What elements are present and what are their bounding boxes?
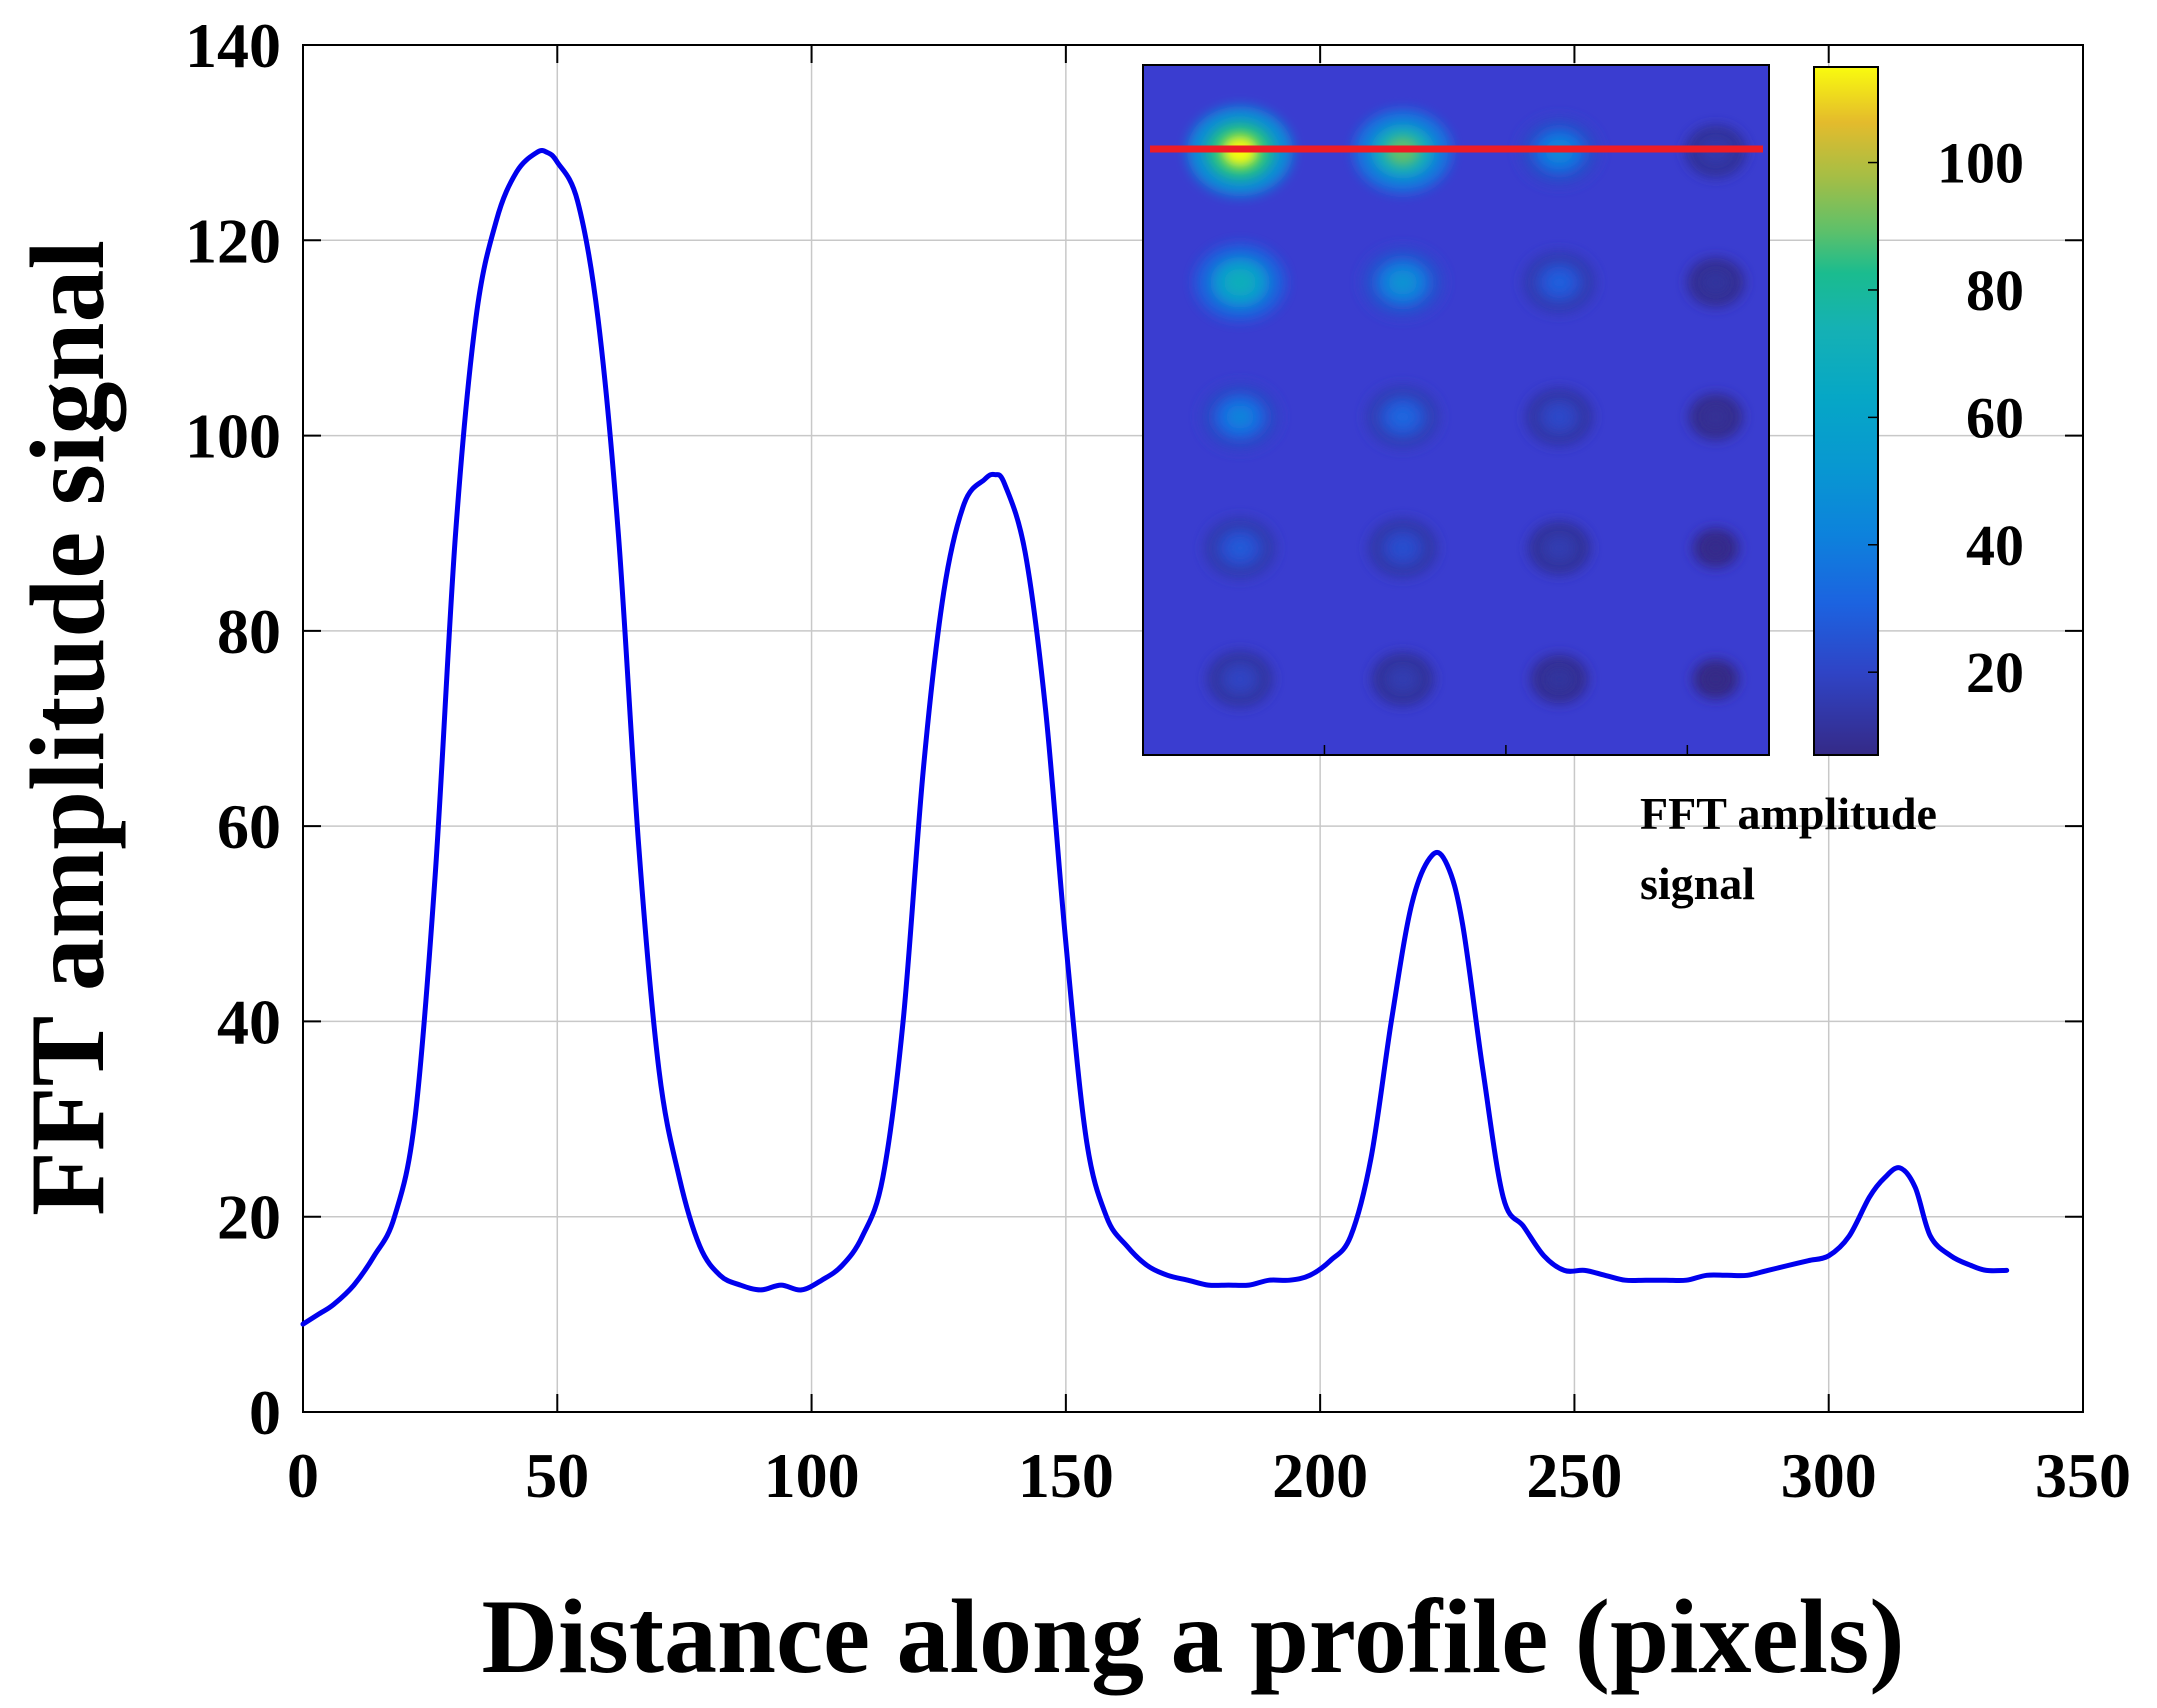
inset-fft-heatmap	[1142, 64, 1770, 756]
y-tick-label: 120	[185, 205, 281, 276]
colorbar-tick-label: 20	[1966, 640, 2024, 705]
colorbar-tick-label: 80	[1966, 258, 2024, 323]
x-tick-label: 150	[1018, 1440, 1114, 1511]
inset-spot-core	[1226, 405, 1254, 429]
inset-spot-core	[1707, 672, 1724, 686]
y-tick-label: 60	[217, 791, 281, 862]
y-tick-label: 40	[217, 986, 281, 1057]
colorbar-tick-label: 60	[1966, 385, 2024, 450]
inset-spot-core	[1388, 270, 1418, 295]
x-tick-label: 250	[1526, 1440, 1622, 1511]
inset-spot-core	[1547, 406, 1572, 427]
inset-spot-core	[1546, 271, 1573, 294]
plot-frame	[302, 44, 2084, 1413]
x-tick-label: 300	[1781, 1440, 1877, 1511]
inset-caption-line2: signal	[1640, 858, 1755, 909]
inset-spot-core	[1391, 669, 1414, 689]
y-tick-label: 0	[249, 1377, 281, 1448]
y-tick-label: 20	[217, 1182, 281, 1253]
inset-spot-core	[1228, 669, 1252, 689]
colorbar-ticks: 20 40 60 80 100	[1868, 131, 2024, 705]
inset-caption-line1: FFT amplitude	[1640, 788, 1937, 839]
inset-spot-core	[1707, 541, 1724, 555]
axis-ticks	[302, 44, 2084, 1413]
inset-spot-core	[1706, 408, 1726, 425]
inset-spots	[1187, 106, 1747, 708]
x-tick-labels: 0 50 100 150 200 250 300 350	[287, 1440, 2131, 1511]
inset-spot-core	[1548, 538, 1571, 558]
colorbar-gradient	[1813, 66, 1879, 756]
x-tick-label: 100	[764, 1440, 860, 1511]
inset-spot-core	[1549, 670, 1570, 688]
colorbar: 20 40 60 80 100	[1813, 66, 2024, 756]
x-axis-title: Distance along a profile (pixels)	[481, 1578, 1904, 1695]
x-tick-label: 350	[2035, 1440, 2131, 1511]
inset-spot-core	[1705, 273, 1726, 291]
inset-ticks	[1323, 745, 1689, 755]
x-tick-label: 200	[1272, 1440, 1368, 1511]
inset-spot-core	[1224, 268, 1256, 296]
y-tick-label: 80	[217, 596, 281, 667]
colorbar-tick-label: 40	[1966, 513, 2024, 578]
inset-spot-core	[1389, 405, 1416, 428]
series-line-profile	[300, 148, 2010, 1327]
y-tick-label: 100	[185, 401, 281, 472]
x-tick-label: 50	[525, 1440, 589, 1511]
x-tick-label: 0	[287, 1440, 319, 1511]
colorbar-tick-label: 100	[1937, 131, 2024, 196]
inset-spot-core	[1227, 537, 1253, 559]
y-axis-title: FFT amplitude signal	[9, 240, 126, 1216]
y-tick-label: 140	[185, 10, 281, 81]
y-tick-labels: 0 20 40 60 80 100 120 140	[185, 10, 281, 1448]
inset-spot-core	[1390, 537, 1415, 559]
inset-frame	[1142, 64, 1770, 756]
